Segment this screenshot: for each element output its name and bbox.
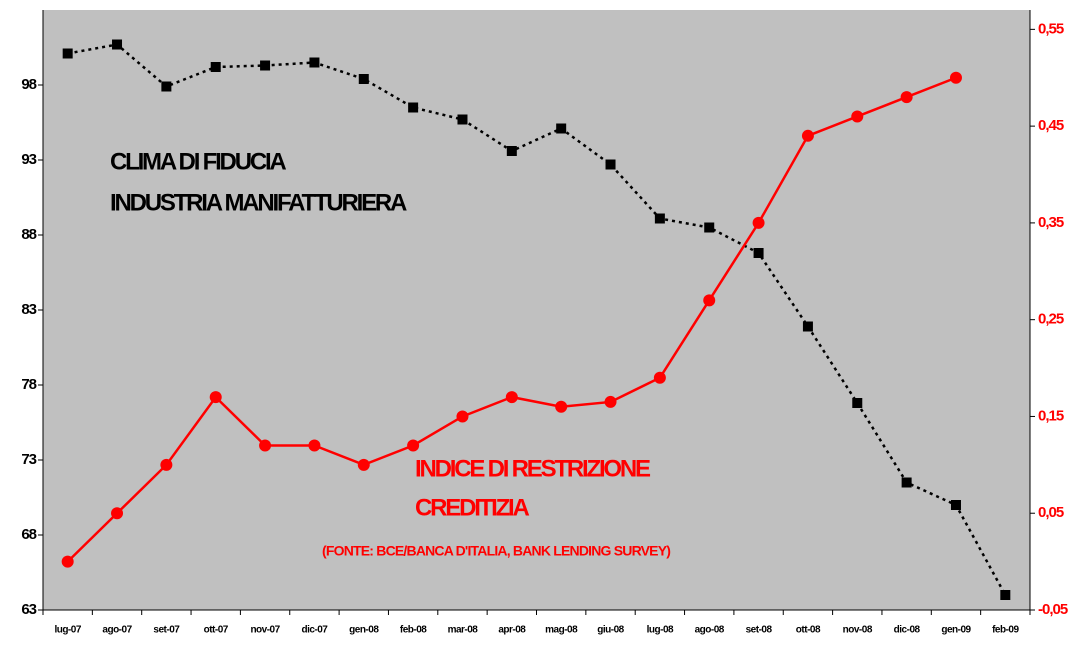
- y-tick-label: 83: [21, 301, 36, 318]
- x-tick-label: gen-08: [349, 625, 379, 636]
- marker: [605, 159, 616, 170]
- x-tick-label: dic-08: [894, 625, 921, 636]
- marker: [950, 500, 961, 510]
- marker: [111, 507, 124, 520]
- marker: [802, 321, 813, 332]
- y2-tick-label: -0,05: [1038, 601, 1068, 618]
- marker: [654, 213, 665, 224]
- marker: [161, 81, 172, 92]
- marker: [604, 395, 617, 408]
- marker: [259, 439, 272, 452]
- marker: [407, 439, 420, 452]
- annotation: CLIMA DI FIDUCIA: [110, 148, 286, 175]
- y2-tick-label: 0,05: [1038, 504, 1064, 521]
- x-tick-label: set-07: [153, 625, 180, 636]
- x-tick-label: ago-07: [102, 625, 132, 636]
- marker: [653, 371, 666, 384]
- marker: [949, 71, 962, 84]
- x-tick-label: lug-08: [647, 625, 674, 636]
- annotation: INDUSTRIA MANIFATTURIERA: [110, 189, 407, 216]
- x-tick-label: mar-08: [448, 625, 479, 636]
- y-tick-label: 68: [21, 526, 36, 543]
- marker: [1000, 590, 1011, 600]
- marker: [851, 110, 864, 123]
- marker: [408, 102, 419, 113]
- x-tick-label: nov-07: [250, 625, 280, 636]
- marker: [703, 294, 716, 307]
- x-tick-label: ott-08: [796, 625, 821, 636]
- marker: [901, 477, 912, 488]
- marker: [160, 458, 173, 471]
- marker: [62, 48, 73, 59]
- x-tick-label: apr-08: [498, 625, 526, 636]
- marker: [309, 57, 320, 68]
- marker: [752, 216, 765, 229]
- x-tick-label: giu-08: [597, 625, 624, 636]
- marker: [358, 74, 369, 84]
- x-tick-label: dic-07: [301, 625, 328, 636]
- x-tick-label: ago-08: [695, 625, 725, 636]
- marker: [555, 400, 568, 413]
- marker: [209, 391, 222, 404]
- y-tick-label: 93: [21, 151, 36, 168]
- y-tick-label: 88: [21, 226, 36, 243]
- y2-tick-label: 0,45: [1038, 117, 1064, 134]
- y2-tick-label: 0,35: [1038, 214, 1064, 231]
- x-tick-label: set-08: [746, 625, 773, 636]
- marker: [801, 129, 814, 142]
- marker: [556, 123, 567, 134]
- x-tick-label: lug-07: [54, 625, 81, 636]
- y-tick-label: 78: [21, 376, 36, 393]
- marker: [900, 91, 913, 104]
- marker: [852, 398, 863, 408]
- x-tick-label: mag-08: [545, 625, 578, 636]
- marker: [457, 114, 468, 125]
- plot-area: [43, 10, 1030, 610]
- marker: [456, 410, 469, 423]
- marker: [61, 555, 74, 568]
- marker: [210, 62, 221, 72]
- x-tick-label: ott-07: [204, 625, 229, 636]
- y-tick-label: 73: [21, 451, 36, 468]
- marker: [260, 60, 271, 71]
- x-tick-label: feb-08: [400, 625, 427, 636]
- marker: [112, 39, 123, 50]
- annotation: INDICE DI RESTRIZIONE: [415, 455, 651, 482]
- series-line: [67, 43, 1007, 596]
- annotation: (FONTE: BCE/BANCA D'ITALIA, BANK LENDING…: [322, 543, 670, 559]
- y-tick-label: 98: [21, 76, 36, 93]
- marker: [308, 439, 321, 452]
- marker: [505, 391, 518, 404]
- x-tick-label: feb-09: [992, 625, 1019, 636]
- y2-tick-label: 0,15: [1038, 407, 1064, 424]
- marker: [357, 458, 370, 471]
- x-tick-label: gen-09: [941, 625, 971, 636]
- y2-tick-label: 0,55: [1038, 20, 1064, 37]
- y-tick-label: 63: [21, 601, 36, 618]
- marker: [753, 248, 764, 258]
- marker: [506, 146, 517, 156]
- marker: [704, 222, 715, 233]
- annotation: CREDITIZIA: [415, 494, 530, 521]
- x-tick-label: nov-08: [843, 625, 873, 636]
- y2-tick-label: 0,25: [1038, 311, 1064, 328]
